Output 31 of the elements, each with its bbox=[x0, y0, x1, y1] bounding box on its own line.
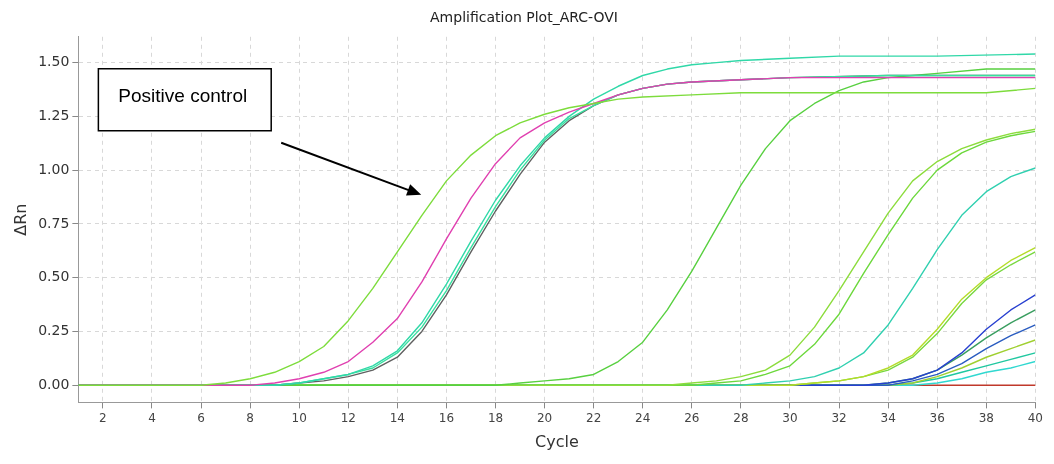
annotation: Positive control bbox=[118, 85, 248, 107]
x-tick-label: 32 bbox=[831, 410, 847, 425]
x-tick-label: 22 bbox=[586, 410, 602, 425]
x-tick-label: 4 bbox=[148, 410, 156, 425]
y-tick-label: 0.75 bbox=[38, 214, 70, 231]
x-tick-label: 36 bbox=[929, 410, 945, 425]
y-axis-title: ΔRn bbox=[10, 203, 30, 236]
x-tick-label: 12 bbox=[340, 410, 356, 425]
y-tick-label: 1.25 bbox=[38, 107, 70, 124]
x-tick-label: 20 bbox=[536, 410, 553, 425]
x-tick-label: 34 bbox=[880, 410, 896, 425]
x-tick-label: 6 bbox=[197, 410, 205, 425]
chart-title: Amplification Plot_ARC-OVI bbox=[430, 9, 618, 26]
x-tick-label: 8 bbox=[246, 410, 254, 425]
x-tick-label: 24 bbox=[635, 410, 651, 425]
x-tick-label: 28 bbox=[733, 410, 749, 425]
x-tick-label: 16 bbox=[438, 410, 455, 425]
y-tick-label: 0.50 bbox=[38, 268, 70, 285]
x-tick-label: 30 bbox=[782, 410, 798, 425]
x-tick-label: 40 bbox=[1027, 410, 1044, 425]
x-tick-label: 14 bbox=[389, 410, 406, 425]
x-tick-label: 10 bbox=[291, 410, 307, 425]
y-tick-label: 1.00 bbox=[38, 160, 70, 177]
x-axis-title: Cycle bbox=[535, 431, 579, 451]
x-tick-label: 2 bbox=[99, 410, 107, 425]
y-tick-label: 0.25 bbox=[38, 322, 70, 339]
x-tick-label: 18 bbox=[487, 410, 504, 425]
x-tick-label: 26 bbox=[684, 410, 700, 425]
y-tick-label: 1.50 bbox=[38, 53, 70, 70]
y-tick-label: 0.00 bbox=[38, 375, 70, 392]
x-tick-label: 38 bbox=[978, 410, 994, 425]
